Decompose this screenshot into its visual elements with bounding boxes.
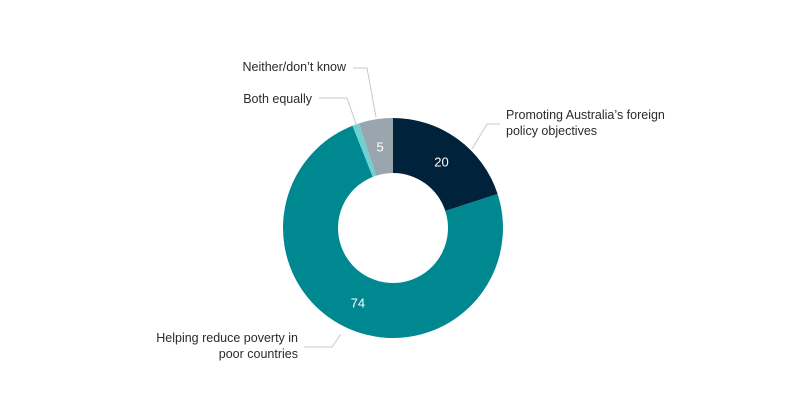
category-label-both-equally: Both equally — [243, 92, 313, 106]
slice-both-equally — [352, 123, 377, 177]
category-label-line: Neither/don’t know — [242, 60, 347, 74]
category-label-neither-don-t-know: Neither/don’t know — [242, 60, 347, 74]
leader-line-helping-reduce-poverty-in-poor-countries — [304, 333, 342, 348]
donut-slices — [282, 118, 503, 338]
value-label-helping-reduce-poverty-in-poor-countries: 74 — [351, 296, 365, 311]
value-label-neither-don-t-know: 5 — [376, 140, 383, 155]
value-label-promoting-australia-s-foreign-policy-objectives: 20 — [434, 154, 448, 169]
slice-category-labels: Promoting Australia’s foreign policy obje… — [156, 60, 665, 361]
slice-value-labels: 20 74 5 — [351, 140, 449, 311]
category-label-line: Helping reduce poverty in — [156, 331, 298, 345]
category-label-line: poor countries — [219, 347, 298, 361]
slice-promoting-australia-s-foreign-policy-objectives — [393, 118, 498, 212]
category-label-line: Promoting Australia’s foreign — [506, 108, 665, 122]
leader-line-promoting-australia-s-foreign-policy-objectives — [471, 123, 500, 150]
category-label-helping-reduce-poverty-in-poor-countries: Helping reduce poverty in poor countries — [156, 331, 298, 361]
category-label-line: policy objectives — [506, 124, 597, 138]
leader-line-neither-don-t-know — [353, 67, 377, 118]
slice-neither-don-t-know — [359, 118, 393, 176]
leader-line-both-equally — [319, 97, 357, 125]
slice-helping-reduce-poverty-in-poor-countries — [282, 125, 503, 338]
category-label-line: Both equally — [243, 92, 313, 106]
leader-lines — [304, 67, 500, 348]
category-label-promoting-australia-s-foreign-policy-objectives: Promoting Australia’s foreign policy obje… — [506, 108, 665, 138]
